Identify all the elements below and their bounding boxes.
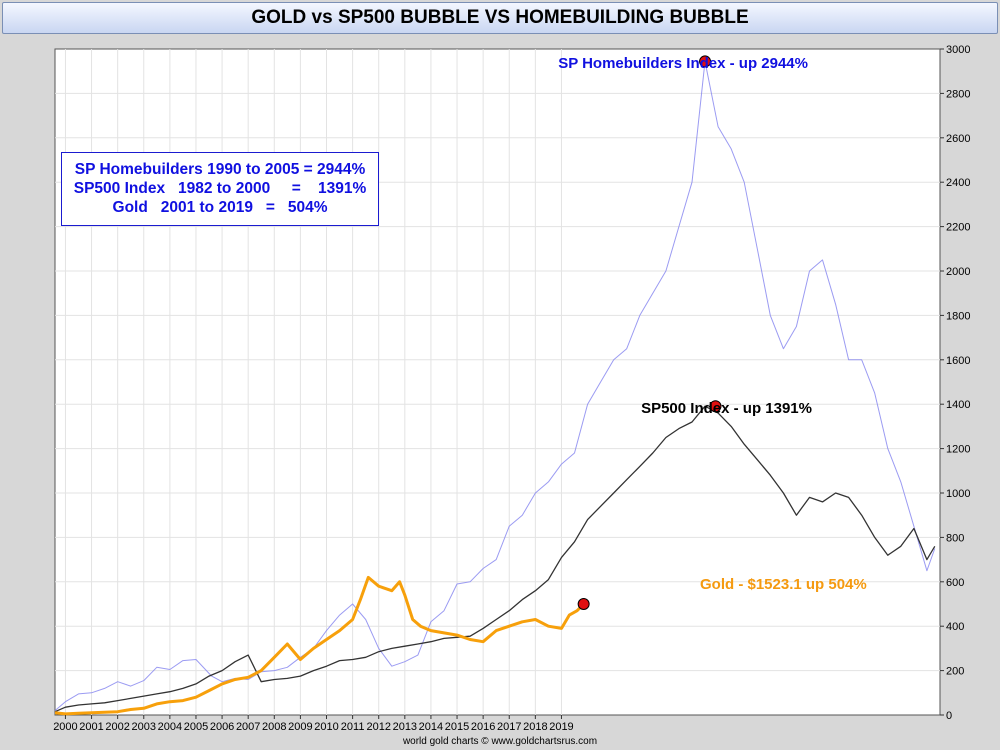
x-tick-label: 2007 — [236, 721, 260, 733]
series-layer — [54, 60, 936, 716]
x-tick-label: 2001 — [79, 721, 103, 733]
y-tick-label: 1600 — [946, 355, 970, 367]
y-tick-label: 2800 — [946, 88, 970, 100]
x-tick-label: 2006 — [210, 721, 234, 733]
plot-background — [54, 48, 941, 716]
info-line-homebuilders: SP Homebuilders 1990 to 2005 = 2944% — [74, 161, 366, 178]
x-tick-label: 2013 — [393, 721, 417, 733]
y-tick-label: 800 — [946, 532, 964, 544]
x-tick-label: 2015 — [445, 721, 469, 733]
annotation-sp500: SP500 Index - up 1391% — [641, 400, 812, 417]
x-tick-label: 2010 — [314, 721, 338, 733]
annotation-homebuilders: SP Homebuilders Index - up 2944% — [558, 55, 808, 72]
info-box: SP Homebuilders 1990 to 2005 = 2944% SP5… — [61, 152, 379, 226]
y-tick-label: 600 — [946, 577, 964, 589]
x-tick-label: 2003 — [132, 721, 156, 733]
y-tick-label: 400 — [946, 621, 964, 633]
credit-text: world gold charts © www.goldchartsrus.co… — [402, 736, 598, 747]
x-tick-label: 2019 — [549, 721, 573, 733]
x-tick-label: 2004 — [158, 721, 182, 733]
y-tick-label: 2600 — [946, 133, 970, 145]
y-tick-label: 0 — [946, 710, 952, 722]
x-tick-label: 2000 — [53, 721, 77, 733]
y-tick-label: 1000 — [946, 488, 970, 500]
y-tick-label: 2200 — [946, 222, 970, 234]
y-tick-label: 1200 — [946, 444, 970, 456]
chart-title: GOLD vs SP500 BUBBLE VS HOMEBUILDING BUB… — [2, 2, 998, 34]
y-tick-label: 2000 — [946, 266, 970, 278]
y-tick-label: 1400 — [946, 399, 970, 411]
marker-gold — [577, 598, 590, 610]
x-tick-label: 2014 — [419, 721, 443, 733]
y-tick-label: 1800 — [946, 310, 970, 322]
marker-layer — [577, 55, 722, 610]
x-tick-label: 2018 — [523, 721, 547, 733]
info-line-sp500: SP500 Index 1982 to 2000 = 1391% — [73, 180, 367, 197]
annotation-gold: Gold - $1523.1 up 504% — [700, 576, 867, 593]
y-tick-label: 2400 — [946, 177, 970, 189]
axis-layer: 0 200 400 600 800 1000 1200 1400 1600 1800 2000 220… — [53, 44, 970, 733]
x-tick-label: 2002 — [105, 721, 129, 733]
x-tick-label: 2016 — [471, 721, 495, 733]
series-line-homebuilders — [54, 60, 936, 711]
marker-sp500 — [709, 400, 722, 413]
x-tick-label: 2008 — [262, 721, 286, 733]
x-tick-label: 2012 — [366, 721, 390, 733]
y-tick-label: 3000 — [946, 44, 970, 56]
marker-homebuilders — [699, 55, 712, 68]
series-line-gold — [54, 575, 585, 716]
y-tick-label: 200 — [946, 666, 964, 678]
grid-layer — [55, 49, 940, 715]
x-tick-label: 2005 — [184, 721, 208, 733]
series-line-sp500 — [54, 405, 936, 713]
x-tick-label: 2009 — [288, 721, 312, 733]
info-line-gold: Gold 2001 to 2019 = 504% — [112, 199, 328, 216]
x-tick-label: 2017 — [497, 721, 521, 733]
x-tick-label: 2011 — [341, 721, 365, 733]
